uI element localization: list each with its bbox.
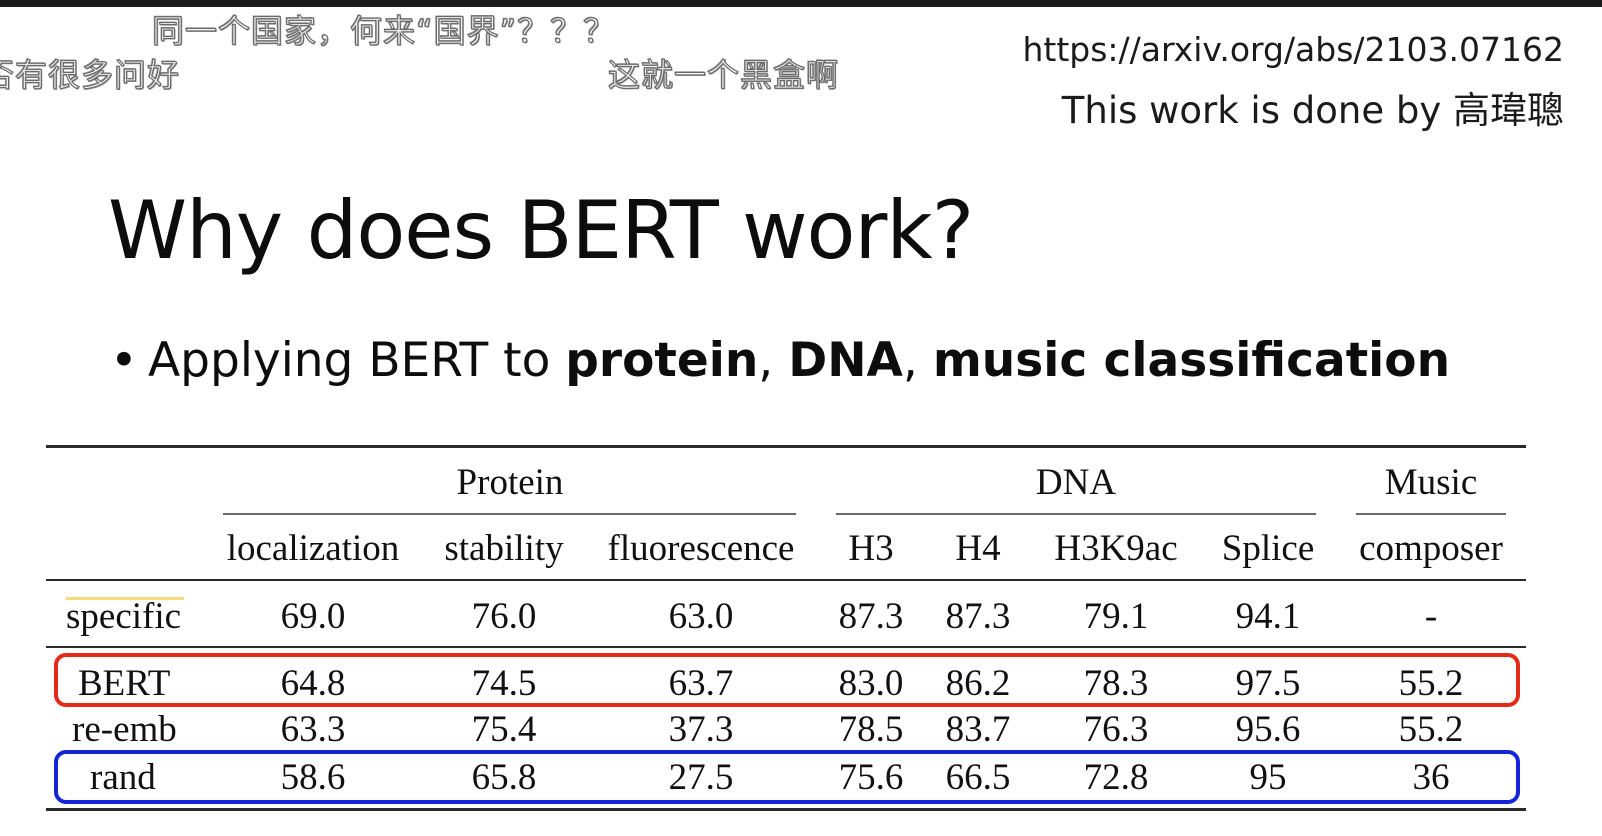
table-cell: 95.6: [1235, 709, 1301, 750]
table-cell: 63.0: [668, 596, 734, 637]
table-cell: 75.6: [838, 757, 904, 798]
table-cell: 58.6: [280, 757, 346, 798]
table-cell: 97.5: [1235, 663, 1301, 704]
column-header: composer: [1359, 528, 1503, 569]
column-header: localization: [226, 528, 400, 569]
table-cell: 55.2: [1398, 663, 1464, 704]
column-header: H3: [848, 528, 894, 569]
table-cell: 63.3: [280, 709, 346, 750]
bullet-separator: ,: [758, 333, 789, 388]
group-rule-music: [1356, 513, 1506, 515]
column-header: H3K9ac: [1054, 528, 1178, 569]
table-cell: 27.5: [668, 757, 734, 798]
table-cell: 37.3: [668, 709, 734, 750]
table-cell: 66.5: [945, 757, 1011, 798]
table-cell: 75.4: [471, 709, 537, 750]
row-label-re-emb: re-emb: [72, 709, 177, 750]
table-cell: 76.0: [471, 596, 537, 637]
column-header: stability: [444, 528, 564, 569]
table-cell: 55.2: [1398, 709, 1464, 750]
reference-link[interactable]: https://arxiv.org/abs/2103.07162: [1022, 30, 1564, 69]
group-header-dna: DNA: [1035, 462, 1117, 503]
rand-row-highlight-box: [54, 750, 1520, 804]
group-rule-protein: [223, 513, 796, 515]
group-rule-dna: [836, 513, 1316, 515]
table-cell: 83.7: [945, 709, 1011, 750]
table-cell: 79.1: [1083, 596, 1149, 637]
table-cell: 72.8: [1083, 757, 1149, 798]
table-rule-separator: [46, 646, 1526, 648]
group-header-music: Music: [1384, 462, 1478, 503]
danmaku-comment: 同一个国家，何来“国界”？？？: [151, 11, 617, 50]
row-label-rand: rand: [90, 757, 156, 798]
table-cell: -: [1424, 596, 1438, 637]
results-table: Protein DNA Music localization stability…: [46, 445, 1526, 812]
bullet-point: • Applying BERT to protein, DNA, music cl…: [110, 333, 1450, 388]
table-cell: 36: [1412, 757, 1450, 798]
table-cell: 69.0: [280, 596, 346, 637]
bullet-text: Applying BERT to: [148, 333, 566, 388]
danmaku-comment: 否有很多问好: [0, 55, 181, 94]
bert-row-highlight-box: [54, 653, 1520, 707]
table-cell: 74.5: [471, 663, 537, 704]
table-cell: 65.8: [471, 757, 537, 798]
bullet-bold-protein: protein: [565, 333, 759, 388]
top-bar: [0, 0, 1602, 7]
column-header: H4: [955, 528, 1001, 569]
table-cell: 87.3: [838, 596, 904, 637]
group-header-protein: Protein: [456, 462, 564, 503]
column-header: Splice: [1221, 528, 1315, 569]
danmaku-comment: 这就一个黑盒啊: [607, 55, 840, 94]
table-rule-header: [46, 579, 1526, 581]
author-credit: This work is done by 高瑋聰: [1061, 89, 1564, 132]
highlight-mark: [66, 597, 184, 600]
table-cell: 83.0: [838, 663, 904, 704]
bullet-bold-dna: DNA: [788, 333, 903, 388]
table-cell: 86.2: [945, 663, 1011, 704]
bullet-bold-music: music classification: [932, 333, 1451, 388]
table-rule-bottom: [46, 808, 1526, 811]
table-cell: 76.3: [1083, 709, 1149, 750]
table-cell: 63.7: [668, 663, 734, 704]
table-cell: 94.1: [1235, 596, 1301, 637]
bullet-separator: ,: [902, 333, 933, 388]
table-cell: 78.3: [1083, 663, 1149, 704]
table-cell: 87.3: [945, 596, 1011, 637]
bullet-dot-icon: •: [110, 333, 138, 388]
table-cell: 95: [1249, 757, 1287, 798]
table-cell: 64.8: [280, 663, 346, 704]
slide-title: Why does BERT work?: [108, 183, 974, 277]
row-label-bert: BERT: [78, 663, 171, 704]
row-label-specific: specific: [66, 596, 182, 637]
table-rule-top: [46, 445, 1526, 448]
column-header: fluorescence: [607, 528, 795, 569]
table-cell: 78.5: [838, 709, 904, 750]
